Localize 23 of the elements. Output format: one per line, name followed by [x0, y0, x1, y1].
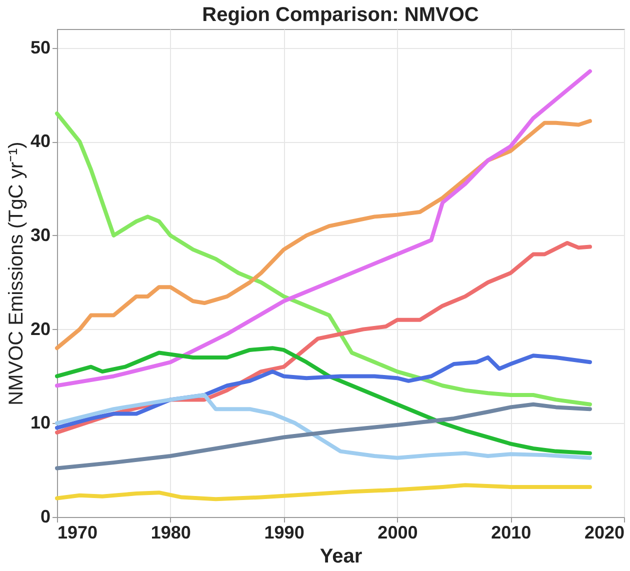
y-tick-label: 30 [30, 224, 50, 245]
y-tick-label: 0 [40, 506, 50, 526]
chart-title: Region Comparison: NMVOC [202, 4, 479, 26]
y-tick-label: 40 [30, 131, 50, 152]
line-series [55, 69, 592, 388]
line-series [55, 111, 592, 406]
x-tick-label: 1990 [264, 522, 304, 542]
x-tick-label: 2010 [491, 522, 532, 542]
y-axis-title: NMVOC Emissions (TgC yr⁻¹) [5, 142, 28, 406]
line-series [55, 354, 592, 430]
line-series [55, 393, 592, 460]
x-axis-title: Year [320, 546, 362, 568]
y-tick-label: 50 [30, 37, 50, 58]
line-series [55, 118, 592, 350]
line-series [55, 483, 592, 502]
x-tick-label: 2020 [584, 522, 624, 542]
line-series [55, 402, 592, 470]
y-tick-label: 20 [30, 318, 50, 339]
line-series [55, 346, 592, 456]
x-tick-label: 2000 [378, 522, 418, 542]
x-tick-label: 1970 [58, 522, 98, 542]
y-tick-label: 10 [30, 412, 50, 433]
x-tick-label: 1980 [150, 522, 191, 542]
